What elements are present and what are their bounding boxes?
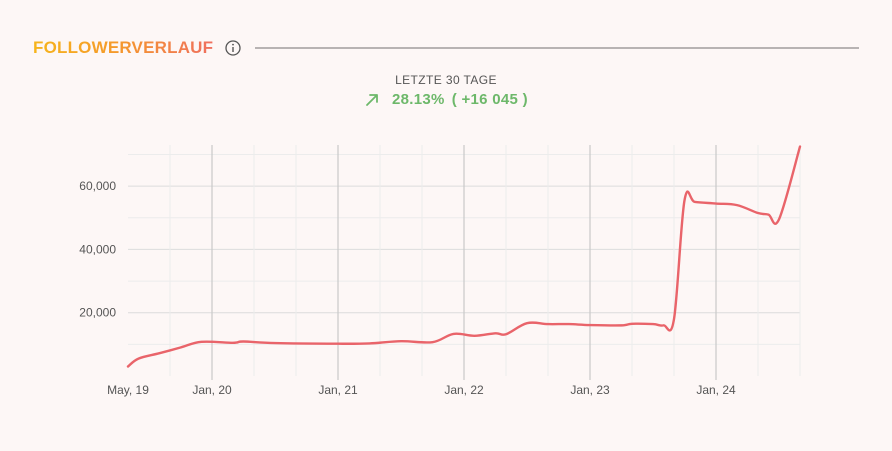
x-tick-label: Jan, 23 (570, 383, 610, 397)
x-tick-label: Jan, 21 (318, 383, 358, 397)
chart-header: FOLLOWERVERLAUF (33, 36, 859, 60)
chart-title: FOLLOWERVERLAUF (33, 38, 214, 57)
change-percent: 28.13% (392, 91, 445, 108)
y-tick-label: 20,000 (79, 306, 116, 320)
info-circle-icon[interactable] (225, 40, 241, 56)
period-label: LETZTE 30 TAGE (395, 73, 497, 87)
follower-series-line (126, 145, 802, 368)
arrow-up-right-icon (364, 92, 380, 108)
x-tick-label: Jan, 24 (696, 383, 736, 397)
x-tick-label: Jan, 22 (444, 383, 484, 397)
header-divider (255, 47, 859, 49)
x-tick-label: May, 19 (107, 383, 149, 397)
y-tick-label: 60,000 (79, 179, 116, 193)
grid (128, 145, 801, 380)
change-summary: 28.13% ( +16 045 ) (0, 91, 892, 108)
x-tick-label: Jan, 20 (192, 383, 232, 397)
y-tick-label: 40,000 (79, 242, 116, 256)
change-absolute: ( +16 045 ) (451, 91, 528, 108)
